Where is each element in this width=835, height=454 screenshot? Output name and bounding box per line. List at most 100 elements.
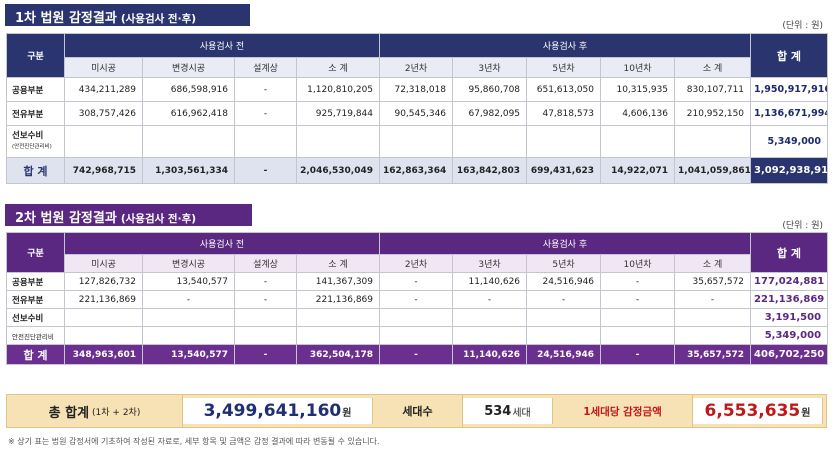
cell: 11,140,626 <box>452 272 528 291</box>
col-header: 설계상 <box>234 57 297 78</box>
section2-subtitle: (사용검사 전·후) <box>120 213 197 225</box>
cell <box>295 308 381 327</box>
grand-total: 406,702,250 <box>750 344 829 365</box>
cell: 1,303,561,334 <box>142 157 235 184</box>
total-header: 합 계 <box>750 232 829 273</box>
table-row: 전유부분 308,757,426 616,962,418 - 925,719,8… <box>6 101 829 126</box>
per-household-label: 1세대당 감정금액 <box>553 395 693 427</box>
category-header: 구분 <box>6 33 65 78</box>
total-row: 합 계 348,963,601 13,540,577 - 362,504,178… <box>6 344 829 365</box>
row-total: 3,191,500 <box>750 308 829 327</box>
after-inspection-header: 사용검사 후 <box>379 33 752 58</box>
cell: - <box>600 344 676 365</box>
households-value: 534 <box>484 403 512 419</box>
cell: 616,962,418 <box>142 101 235 126</box>
cell: 699,431,623 <box>526 157 602 184</box>
row-label-sub: (안전진단관리비) <box>12 143 52 150</box>
table-row: 공용부분 127,826,732 13,540,577 - 141,367,30… <box>6 272 829 291</box>
row-total: 5,349,000 <box>750 326 829 345</box>
cell <box>64 308 143 327</box>
col-header: 2년차 <box>379 254 454 273</box>
col-header: 3년차 <box>452 57 528 78</box>
col-header: 10년차 <box>600 254 676 273</box>
row-total: 1,136,671,994 <box>750 101 829 126</box>
cell: 141,367,309 <box>295 272 381 291</box>
col-header: 소 계 <box>295 57 381 78</box>
section2-title-bar: 2차 법원 감정결과 (사용검사 전·후) <box>5 204 252 226</box>
cell: 14,922,071 <box>600 157 676 184</box>
section1-title-bar: 1차 법원 감정결과 (사용검사 전·후) <box>5 4 250 26</box>
before-inspection-header: 사용검사 전 <box>63 232 381 255</box>
total-row: 합 계 742,968,715 1,303,561,334 - 2,046,53… <box>6 157 829 184</box>
total-row-label: 합 계 <box>6 344 65 365</box>
cell: 308,757,426 <box>64 101 143 126</box>
cell: 72,318,018 <box>379 77 454 102</box>
summary-label: 총 합계 (1차 + 2차) <box>7 395 183 427</box>
row-label: 공용부분 <box>6 272 65 291</box>
cell <box>452 326 528 345</box>
after-inspection-header: 사용검사 후 <box>379 232 752 255</box>
col-header: 5년차 <box>526 254 602 273</box>
cell: - <box>600 290 676 309</box>
col-header: 변경시공 <box>142 254 235 273</box>
won-unit: 원 <box>342 407 352 419</box>
cell <box>526 308 602 327</box>
cell: 163,842,803 <box>452 157 528 184</box>
col-header: 소 계 <box>674 57 752 78</box>
cell: 830,107,711 <box>674 77 752 102</box>
table-row: 안전진단관리비 5,349,000 <box>6 326 829 345</box>
cell: 35,657,572 <box>674 272 752 291</box>
cell: - <box>234 157 297 184</box>
households-unit: 세대 <box>512 407 531 419</box>
col-header: 3년차 <box>452 254 528 273</box>
grand-summary-bar: 총 합계 (1차 + 2차) 3,499,641,160 원 세대수 534 세대 1… <box>6 394 827 428</box>
cell <box>234 308 297 327</box>
cell: - <box>452 290 528 309</box>
footnote: ※ 상기 표는 법원 감정서에 기초하여 작성된 자료로, 세부 항목 및 금액… <box>8 437 380 446</box>
section2-table: 구분 사용검사 전 사용검사 후 합 계 미시공 변경시공 설계상 소 계 2년… <box>6 232 829 365</box>
cell: - <box>234 77 297 102</box>
section1-title: 1차 법원 감정결과 <box>15 11 117 26</box>
row-label: 전유부분 <box>6 101 65 126</box>
cell: - <box>379 290 454 309</box>
col-header: 소 계 <box>295 254 381 273</box>
cell: 2,046,530,049 <box>295 157 381 184</box>
won-unit: 원 <box>801 407 811 419</box>
cell: 13,540,577 <box>142 272 235 291</box>
row-label: 선보수비 (안전진단관리비) <box>6 125 65 158</box>
row-label: 안전진단관리비 <box>6 326 65 345</box>
cell <box>452 308 528 327</box>
cell <box>526 326 602 345</box>
table-row: 선보수비 3,191,500 <box>6 308 829 327</box>
cell: - <box>674 290 752 309</box>
cell: 47,818,573 <box>526 101 602 126</box>
category-header: 구분 <box>6 232 65 273</box>
cell: - <box>526 290 602 309</box>
col-header: 10년차 <box>600 57 676 78</box>
cell: 127,826,732 <box>64 272 143 291</box>
summary-total-value: 3,499,641,160 <box>203 401 342 421</box>
cell: - <box>234 272 297 291</box>
col-header: 5년차 <box>526 57 602 78</box>
cell: 221,136,869 <box>295 290 381 309</box>
per-household-value: 6,553,635 <box>704 401 801 421</box>
section1-subtitle: (사용검사 전·후) <box>120 13 197 25</box>
cell: 95,860,708 <box>452 77 528 102</box>
total-row-label: 합 계 <box>6 157 65 184</box>
grand-total: 3,092,938,910 <box>750 157 829 184</box>
row-total: 221,136,869 <box>750 290 829 309</box>
cell: 434,211,289 <box>64 77 143 102</box>
cell: 13,540,577 <box>142 344 235 365</box>
section1-unit: (단위 : 원) <box>782 21 823 31</box>
cell <box>526 125 602 158</box>
cell: - <box>600 272 676 291</box>
cell: 24,516,946 <box>526 344 602 365</box>
cell: 210,952,150 <box>674 101 752 126</box>
cell: 1,120,810,205 <box>295 77 381 102</box>
total-header: 합 계 <box>750 33 829 78</box>
cell: 925,719,844 <box>295 101 381 126</box>
cell: - <box>234 290 297 309</box>
cell: 221,136,869 <box>64 290 143 309</box>
cell <box>142 308 235 327</box>
